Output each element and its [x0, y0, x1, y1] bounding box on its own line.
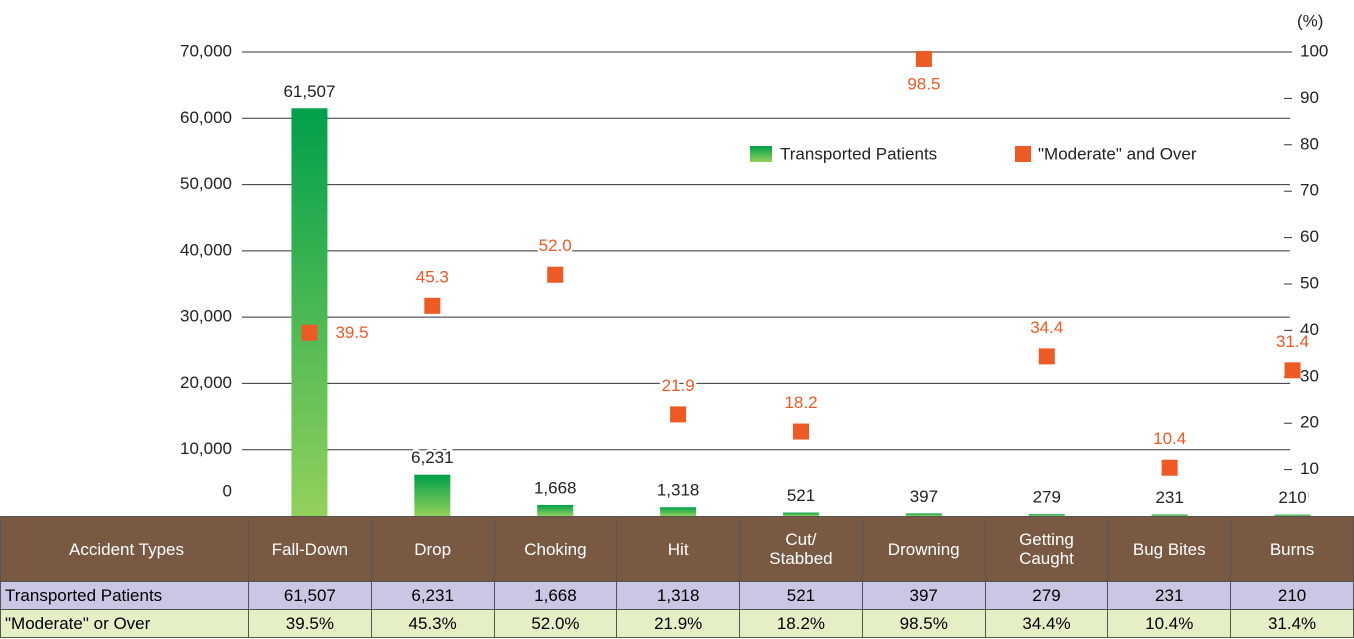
table-cell: 52.0% — [493, 609, 618, 638]
column-header: Burns — [1230, 516, 1354, 582]
marker — [1038, 348, 1055, 365]
bar-label: 231 — [1155, 488, 1183, 507]
bar-label: 279 — [1033, 488, 1061, 507]
y2-tick-label: 0 — [1300, 487, 1309, 506]
legend-label: "Moderate" and Over — [1038, 144, 1197, 163]
column-header: Getting Caught — [984, 516, 1109, 582]
y-tick-label: 10,000 — [180, 439, 232, 458]
bar — [1274, 514, 1311, 516]
column-header: Hit — [616, 516, 741, 582]
bar-label: 521 — [787, 486, 815, 505]
legend-swatch — [1015, 146, 1031, 162]
bar — [1028, 514, 1065, 516]
table-cell: 210 — [1230, 581, 1354, 610]
table-cell: 39.5% — [248, 609, 372, 638]
table-cell: 34.4% — [984, 609, 1109, 638]
legend-swatch — [750, 146, 772, 162]
y-tick-label: 50,000 — [180, 174, 232, 193]
y-tick-label: 20,000 — [180, 373, 232, 392]
bar — [660, 507, 697, 516]
chart: (%) 0 10,000 20,000 30,000 40,000 50,000 60,00… — [180, 11, 1328, 516]
bar-label: 6,231 — [411, 448, 454, 467]
bar — [783, 512, 819, 516]
table-cell: 231 — [1107, 581, 1232, 610]
y2-tick-label: 40 — [1300, 320, 1319, 339]
table-cell: 279 — [984, 581, 1109, 610]
bar-label: 1,318 — [657, 481, 700, 500]
bar-label: 61,507 — [283, 82, 335, 101]
table-corner: Accident Types — [0, 516, 249, 582]
column-header: Cut/ Stabbed — [739, 516, 863, 582]
table-cell: 10.4% — [1107, 609, 1232, 638]
y2-unit: (%) — [1297, 11, 1323, 30]
table-cell: 45.3% — [370, 609, 495, 638]
marker — [915, 50, 932, 67]
table-cell: 61,507 — [248, 581, 372, 610]
y2-tick-label: 80 — [1300, 134, 1319, 153]
marker — [1161, 459, 1178, 476]
point-label: 34.4 — [1030, 318, 1063, 337]
point-label: 45.3 — [416, 267, 449, 286]
bar — [537, 504, 574, 516]
column-header: Choking — [493, 516, 618, 582]
row-label: "Moderate" or Over — [0, 609, 249, 638]
y2-tick-label: 50 — [1300, 273, 1319, 292]
point-label: 18.2 — [784, 393, 817, 412]
marker — [1284, 362, 1301, 379]
column-header: Drop — [370, 516, 495, 582]
table-cell: 397 — [861, 581, 986, 610]
marker — [547, 266, 564, 283]
bar — [1151, 514, 1188, 516]
point-label: 31.4 — [1276, 332, 1309, 351]
marker — [301, 324, 318, 341]
data-table: Accident Types Fall-Down Drop Choking Hit Cut… — [0, 516, 1354, 638]
y2-tick-label: 30 — [1300, 366, 1319, 385]
bar — [905, 513, 942, 516]
column-header: Drowning — [861, 516, 986, 582]
y2-tick-label: 20 — [1300, 413, 1319, 432]
marker — [424, 297, 441, 314]
bar — [291, 108, 328, 516]
legend-label: Transported Patients — [780, 144, 937, 163]
y2-tick-label: 60 — [1300, 227, 1319, 246]
y-tick-label: 40,000 — [180, 240, 232, 259]
point-label: 10.4 — [1153, 429, 1186, 448]
marker — [793, 423, 809, 440]
table-cell: 1,318 — [616, 581, 741, 610]
table-cell: 18.2% — [739, 609, 863, 638]
y-tick-label: 70,000 — [180, 41, 232, 60]
point-label: 21.9 — [662, 376, 695, 395]
bar-label: 210 — [1278, 488, 1306, 507]
column-header: Fall-Down — [248, 516, 372, 582]
bar — [414, 474, 451, 516]
table-cell: 6,231 — [370, 581, 495, 610]
marker — [670, 406, 687, 423]
table-cell: 521 — [739, 581, 863, 610]
y-tick-label: 0 — [223, 481, 232, 500]
row-label: Transported Patients — [0, 581, 249, 610]
point-label: 98.5 — [907, 74, 940, 93]
table-cell: 21.9% — [616, 609, 741, 638]
y-tick-label: 60,000 — [180, 108, 232, 127]
bar-label: 397 — [910, 487, 938, 506]
bar-label: 1,668 — [534, 478, 577, 497]
column-header: Bug Bites — [1107, 516, 1232, 582]
y2-tick-label: 10 — [1300, 459, 1319, 478]
y2-tick-label: 70 — [1300, 181, 1319, 200]
table-cell: 98.5% — [861, 609, 986, 638]
point-label: 52.0 — [539, 236, 572, 255]
table-cell: 31.4% — [1230, 609, 1354, 638]
y2-tick-label: 90 — [1300, 88, 1319, 107]
table-cell: 1,668 — [493, 581, 618, 610]
point-label: 39.5 — [335, 323, 368, 342]
y2-tick-label: 100 — [1300, 41, 1328, 60]
y-tick-label: 30,000 — [180, 307, 232, 326]
